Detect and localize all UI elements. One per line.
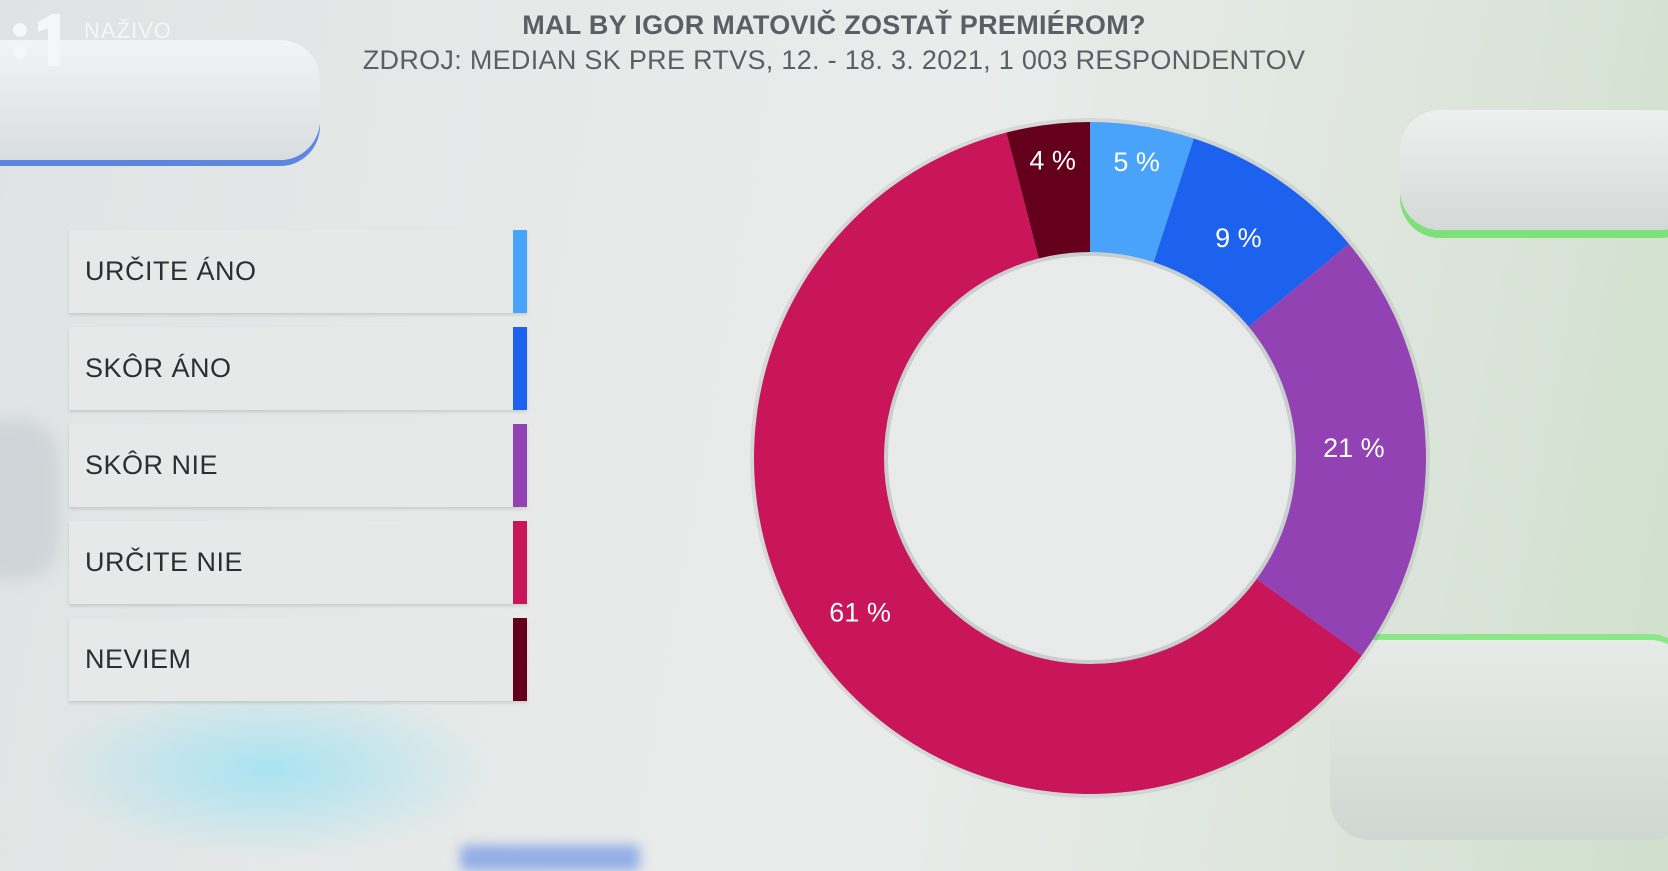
slice-data-label: 21 % (1323, 433, 1385, 463)
legend-item: NEVIEM (69, 618, 527, 701)
live-indicator: NAŽIVO (84, 18, 172, 43)
legend-label: SKÔR NIE (85, 450, 219, 480)
pie-slice (1153, 138, 1349, 328)
legend-item: URČITE ÁNO (69, 230, 527, 313)
pie-slice (1090, 122, 1194, 264)
donut-hole (884, 252, 1296, 664)
background-glow (460, 845, 640, 871)
legend-label: URČITE NIE (85, 547, 244, 577)
legend-item: URČITE NIE (69, 521, 527, 604)
slice-data-label: 5 % (1113, 147, 1160, 177)
background-panel (1330, 640, 1668, 840)
legend-swatch (513, 521, 527, 604)
legend-swatch (513, 327, 527, 410)
channel-logo-icon (8, 8, 68, 68)
slice-data-label: 4 % (1029, 145, 1076, 175)
legend-swatch (513, 424, 527, 507)
pie-slice (754, 132, 1362, 795)
legend-label: NEVIEM (85, 644, 192, 674)
legend-swatch (513, 618, 527, 701)
chart-subtitle: ZDROJ: MEDIAN SK PRE RTVS, 12. - 18. 3. … (362, 45, 1306, 75)
legend-item: SKÔR NIE (69, 424, 527, 507)
background-glow (40, 680, 500, 860)
slice-data-label: 61 % (829, 597, 891, 627)
chart-title: MAL BY IGOR MATOVIČ ZOSTAŤ PREMIÉROM? (522, 10, 1146, 40)
legend-swatch (513, 230, 527, 313)
legend-item: SKÔR ÁNO (69, 327, 527, 410)
pie-slice (1006, 122, 1090, 261)
pie-slice (1247, 243, 1427, 656)
legend: URČITE ÁNO SKÔR ÁNO SKÔR NIE URČITE NIE … (69, 230, 527, 715)
background-panel (1400, 110, 1668, 230)
slice-data-label: 9 % (1215, 223, 1262, 253)
legend-label: SKÔR ÁNO (85, 353, 232, 383)
background-panel (0, 420, 60, 580)
legend-label: URČITE ÁNO (85, 256, 257, 286)
